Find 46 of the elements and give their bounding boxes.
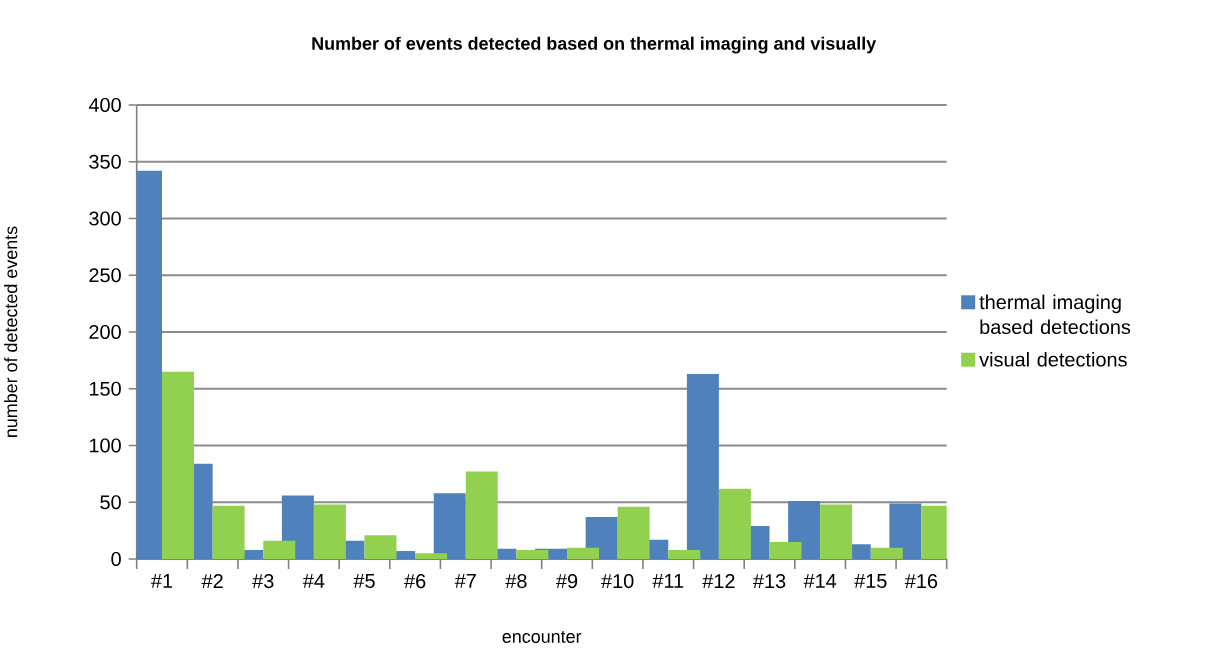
x-tick-label: #4 (302, 574, 325, 588)
bar (567, 547, 600, 559)
y-tick-label: 300 (89, 211, 121, 226)
x-tick-label: #6 (404, 574, 426, 589)
legend-label: thermal imaging based detections (979, 294, 1131, 335)
x-tick-label: #14 (803, 574, 837, 588)
y-tick-label: 0 (111, 551, 121, 567)
x-tick-label: #8 (505, 574, 527, 589)
bar (769, 541, 802, 559)
bar (617, 506, 650, 559)
x-tick-label: #9 (556, 574, 578, 589)
x-tick-label: #10 (601, 574, 634, 589)
y-tick-label: 400 (88, 97, 121, 113)
x-tick-label: #12 (702, 574, 735, 588)
chart-title: Number of events detected based on thermal imaging and visually (312, 36, 877, 54)
y-tick-label: 50 (100, 495, 121, 510)
x-tick-label: #15 (854, 574, 887, 588)
bar (433, 493, 466, 559)
x-tick-label: #3 (252, 574, 274, 589)
bar (263, 540, 296, 559)
x-tick-label: #5 (353, 574, 375, 588)
bar (465, 471, 498, 559)
x-tick-label: #2 (201, 574, 223, 588)
y-tick-label: 350 (89, 154, 121, 169)
bar (686, 373, 719, 559)
bar (820, 504, 853, 559)
bar (364, 535, 397, 559)
bar (718, 488, 751, 559)
bar (415, 553, 448, 559)
y-axis-title: number of detected events (4, 226, 18, 437)
x-tick-label: #7 (454, 574, 476, 588)
x-tick-label: #16 (904, 574, 938, 589)
y-tick-label: 150 (89, 381, 121, 396)
x-tick-label: #13 (752, 574, 786, 589)
bar (212, 505, 245, 559)
y-tick-label: 250 (89, 268, 121, 283)
y-tick-label: 100 (89, 438, 121, 453)
x-axis-title: encounter (502, 631, 582, 643)
bar (516, 549, 549, 559)
x-tick-label: #1 (151, 574, 173, 588)
bar (313, 504, 346, 559)
legend-label: visual detections (979, 351, 1127, 367)
bar (668, 549, 701, 559)
y-tick-label: 200 (89, 324, 121, 340)
bar (870, 547, 903, 559)
x-tick-label: #11 (652, 574, 684, 588)
